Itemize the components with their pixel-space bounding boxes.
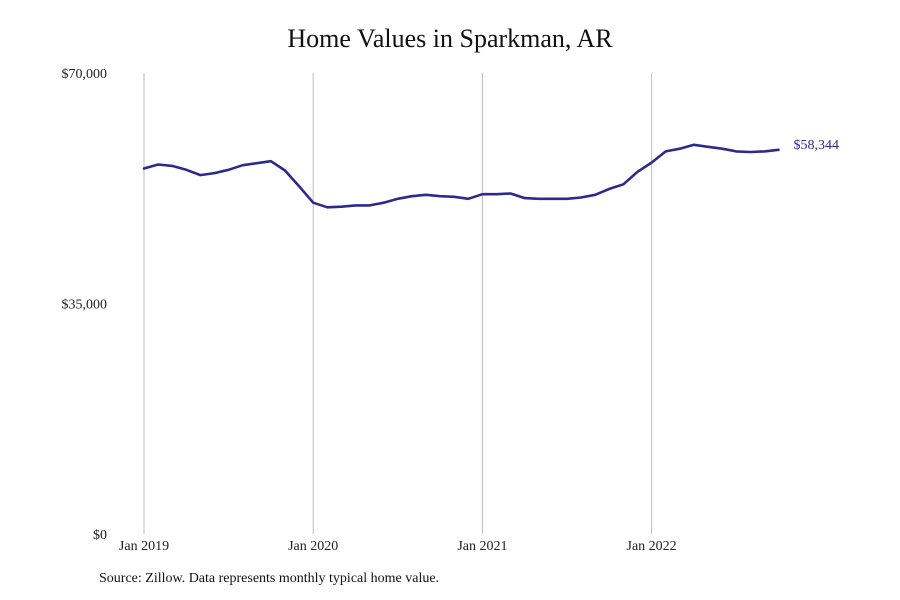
x-tick-label: Jan 2022 <box>627 539 677 554</box>
y-axis-ticks: $0 $35,000 $70,000 <box>62 67 108 543</box>
series-line <box>142 143 780 209</box>
x-tick-label: Jan 2020 <box>288 539 338 554</box>
y-tick-label: $35,000 <box>62 298 108 313</box>
x-tick-label: Jan 2021 <box>457 539 507 554</box>
gridlines <box>143 73 653 534</box>
end-value-label: $58,344 <box>794 138 840 153</box>
y-tick-label: $0 <box>93 528 107 543</box>
source-note: Source: Zillow. Data represents monthly … <box>99 571 440 586</box>
y-tick-label: $70,000 <box>62 67 108 82</box>
x-axis-ticks: Jan 2019 Jan 2020 Jan 2021 Jan 2022 <box>119 539 677 554</box>
series-layer: $58,344 <box>142 138 840 209</box>
chart-title: Home Values in Sparkman, AR <box>287 24 613 53</box>
x-tick-label: Jan 2019 <box>119 539 169 554</box>
